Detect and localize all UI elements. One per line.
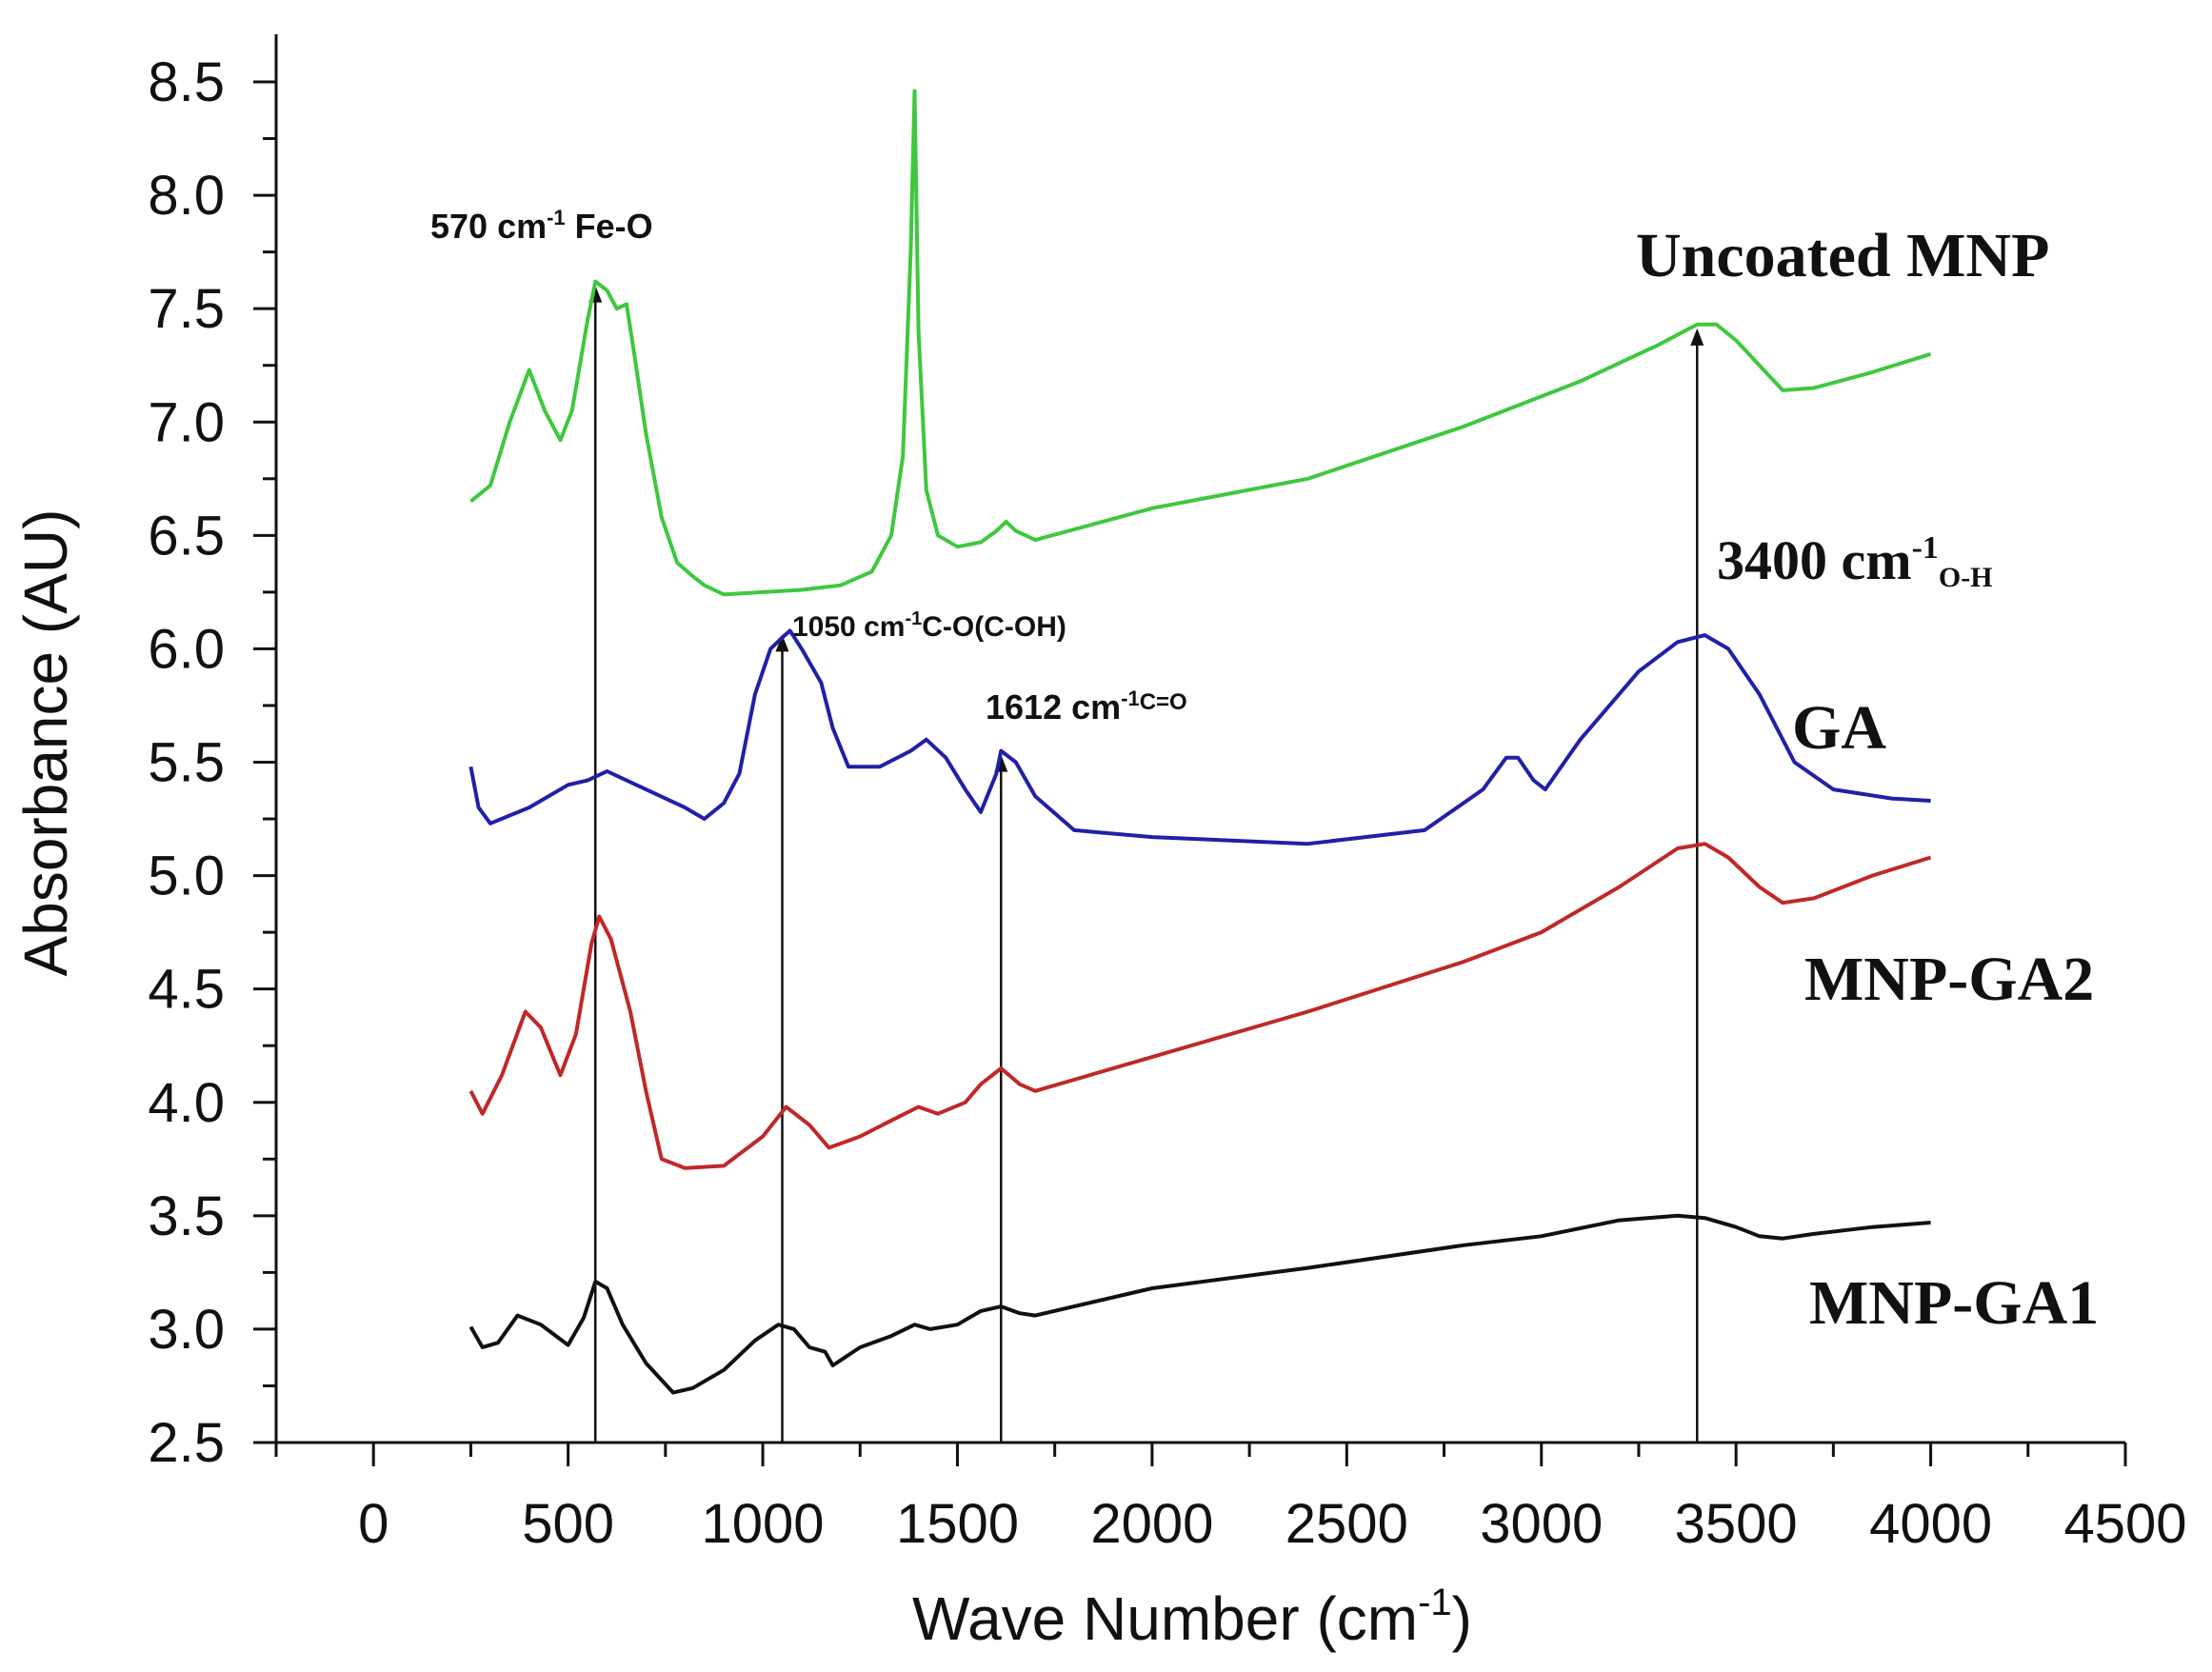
annotation-c-eq-o: 1612 cm-1C=O [986, 687, 1187, 727]
x-axis-title: Wave Number (cm-1) [912, 1582, 1472, 1653]
annotation-arrows [588, 285, 1704, 1443]
annotation-c-o-b: C-O(C-OH) [922, 611, 1066, 643]
annotation-fe-o-sup: -1 [547, 206, 566, 229]
x-tick-label: 1000 [702, 1493, 825, 1555]
annotation-arrowhead [1690, 328, 1704, 346]
x-tick-label: 3500 [1675, 1493, 1798, 1555]
x-axis-title-sup: -1 [1418, 1582, 1452, 1623]
annotation-o-h-sup: -1 [1912, 530, 1939, 566]
annotation-o-h-b: O-H [1939, 562, 1993, 593]
x-axis-title-end: ) [1452, 1584, 1472, 1653]
annotation-fe-o: 570 cm-1 Fe-O [430, 206, 653, 246]
annotation-c-o-a: 1050 cm [792, 611, 905, 643]
y-tick-label: 8.0 [148, 165, 225, 227]
y-tick-label: 7.0 [148, 391, 225, 453]
x-tick-label: 0 [358, 1493, 389, 1555]
y-tick-label: 3.0 [148, 1299, 225, 1361]
annotation-c-eq-o-b: C=O [1140, 689, 1187, 715]
annotation-o-h: 3400 cm-1O-H [1717, 529, 1993, 593]
annotation-c-eq-o-a: 1612 cm [986, 687, 1121, 727]
y-tick-label: 6.5 [148, 505, 225, 567]
series-line-mnp-ga1 [468, 1213, 1931, 1395]
x-axis: 0 500 1000 1500 2000 2500 3000 3500 4000 4500 [274, 1441, 2187, 1555]
y-tick-label: 3.5 [148, 1185, 225, 1247]
annotation-fe-o-b: Fe-O [566, 207, 653, 246]
y-tick-label: 2.5 [148, 1412, 225, 1474]
series-label-uncoated-mnp: Uncoated MNP [1636, 221, 2049, 290]
x-tick-label: 2000 [1090, 1493, 1213, 1555]
y-tick-label: 4.0 [148, 1072, 225, 1134]
x-tick-label: 500 [522, 1493, 614, 1555]
annotation-o-h-a: 3400 cm [1717, 529, 1912, 591]
y-ticks: 2.5 3.0 3.5 4.0 4.5 5.0 5.5 6.0 6.5 7.0 7.5 8.0 8.5 [148, 51, 276, 1474]
y-tick-label: 4.5 [148, 959, 225, 1021]
series-line-mnp-ga2 [468, 842, 1932, 1170]
annotation-c-o: 1050 cm-1C-O(C-OH) [792, 608, 1066, 643]
series-label-ga: GA [1792, 693, 1886, 763]
x-tick-label: 2500 [1285, 1493, 1408, 1555]
series-line-ga [468, 628, 1931, 846]
x-tick-label: 1500 [896, 1493, 1019, 1555]
x-axis-title-main: Wave Number (cm [912, 1584, 1418, 1653]
x-tick-label: 4500 [2063, 1493, 2186, 1555]
x-ticks: 0 500 1000 1500 2000 2500 3000 3500 4000 4500 [274, 1443, 2187, 1555]
series-label-mnp-ga1: MNP-GA1 [1809, 1268, 2099, 1338]
y-tick-label: 6.0 [148, 618, 225, 680]
annotation-c-eq-o-sup: -1 [1121, 687, 1140, 710]
y-tick-label: 8.5 [148, 51, 225, 113]
x-tick-label: 3000 [1480, 1493, 1603, 1555]
y-tick-label: 5.5 [148, 732, 225, 794]
annotation-fe-o-a: 570 cm [430, 207, 547, 246]
y-axis-title: Absorbance (AU) [11, 509, 80, 977]
series-line-uncoated-mnp [469, 89, 1932, 597]
x-tick-label: 4000 [1869, 1493, 1992, 1555]
annotation-c-o-sup: -1 [905, 608, 922, 629]
series-lines [468, 89, 1932, 1395]
y-tick-label: 7.5 [148, 278, 225, 340]
annotation-arrowhead [775, 634, 789, 652]
series-label-mnp-ga2: MNP-GA2 [1804, 945, 2094, 1014]
y-axis: 2.5 3.0 3.5 4.0 4.5 5.0 5.5 6.0 6.5 7.0 7.5 8.0 8.5 [148, 34, 278, 1474]
y-tick-label: 5.0 [148, 846, 225, 907]
